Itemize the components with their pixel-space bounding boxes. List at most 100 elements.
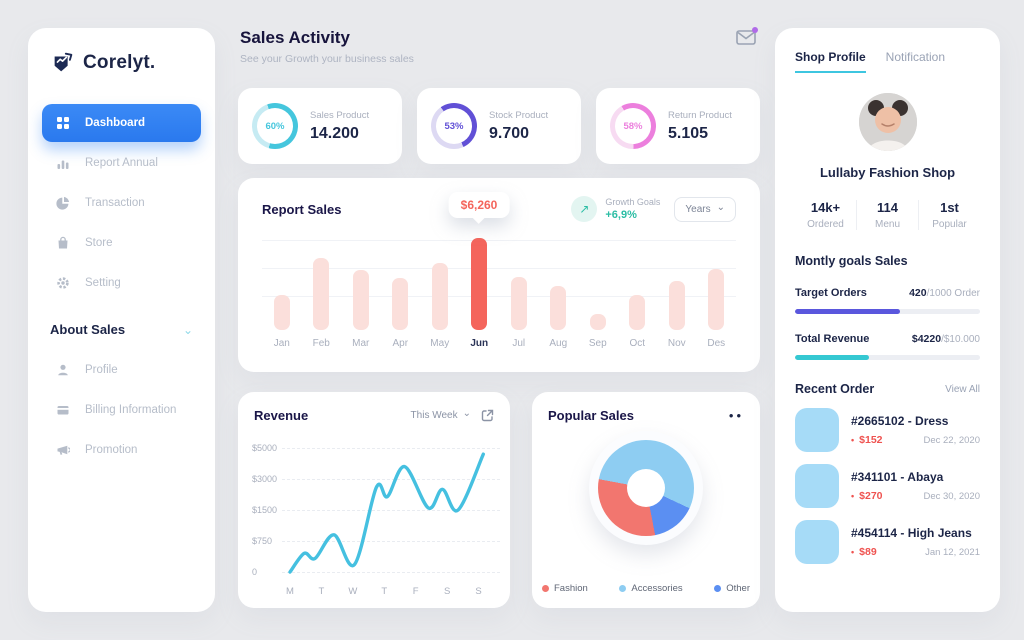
- bar-x-label: Des: [707, 338, 726, 349]
- progress-ring: 60%: [252, 103, 298, 149]
- order-row[interactable]: #454114 - High Jeans • $89 Jan 12, 2021: [795, 520, 980, 564]
- order-row[interactable]: #2665102 - Dress • $152 Dec 22, 2020: [795, 408, 980, 452]
- stat-label: Return Product: [668, 109, 732, 121]
- bar-x-label: Apr: [392, 338, 409, 349]
- sidebar-item-profile[interactable]: Profile: [42, 351, 201, 389]
- sidebar-item-label: Dashboard: [85, 117, 146, 129]
- x-axis-label: M: [286, 586, 294, 597]
- view-all-link[interactable]: View All: [945, 383, 980, 395]
- bar-slot-sep: [578, 234, 618, 330]
- bar[interactable]: [550, 286, 567, 330]
- goal-target: /1000 Order: [926, 288, 980, 299]
- sidebar-item-transaction[interactable]: Transaction: [42, 184, 201, 222]
- progress-ring: 58%: [610, 103, 656, 149]
- donut-hole: [627, 469, 665, 507]
- shop-stat-value: 14k+: [810, 200, 841, 215]
- report-sales-header: Report Sales ↗ Growth Goals +6,9% Years …: [262, 196, 736, 222]
- bar[interactable]: [352, 270, 369, 330]
- sidebar-item-store[interactable]: Store: [42, 224, 201, 262]
- bar[interactable]: [431, 263, 448, 330]
- tab-notification[interactable]: Notification: [885, 50, 946, 64]
- gridline: [282, 510, 500, 511]
- stat-label: Stock Product: [489, 109, 549, 121]
- order-thumbnail: [795, 520, 839, 564]
- bar[interactable]: [668, 281, 685, 330]
- progress-ring: 53%: [431, 103, 477, 149]
- order-date: Jan 12, 2021: [925, 546, 980, 558]
- order-date: Dec 22, 2020: [923, 434, 980, 446]
- tab-shop-profile[interactable]: Shop Profile: [795, 50, 866, 73]
- notification-dot: [752, 27, 758, 33]
- x-axis-label: T: [381, 586, 388, 597]
- y-axis-label: $3000: [252, 474, 278, 484]
- order-subrow: • $89 Jan 12, 2021: [851, 546, 980, 558]
- bar-highlighted[interactable]: [471, 238, 488, 330]
- sidebar-item-label: Promotion: [85, 444, 138, 456]
- report-sales-title: Report Sales: [262, 202, 342, 217]
- sidebar-item-report-annual[interactable]: Report Annual: [42, 144, 201, 182]
- legend-item-accessories: Accessories: [619, 583, 683, 594]
- external-link-icon[interactable]: [481, 409, 494, 422]
- revenue-card: Revenue This Week ⌄ $5000 $3000 $1500 $750 0…: [238, 392, 510, 608]
- bar-chart-icon: [56, 156, 71, 171]
- sidebar-item-setting[interactable]: Setting: [42, 264, 201, 302]
- logo: Corelyt.: [42, 50, 201, 76]
- mail-icon[interactable]: [736, 27, 758, 50]
- sidebar-item-label: Store: [85, 237, 113, 249]
- shopping-bag-icon: [56, 236, 71, 251]
- stat-cards-row: 60% Sales Product 14.200 53% Stock Product 9.…: [238, 88, 760, 164]
- gridline: [262, 240, 736, 241]
- order-price-value: $270: [859, 490, 883, 502]
- popular-sales-header: Popular Sales ••: [548, 408, 744, 423]
- bullet-icon: •: [851, 491, 855, 501]
- legend-item-fashion: Fashion: [542, 583, 588, 594]
- bar[interactable]: [589, 314, 606, 330]
- report-sales-card: Report Sales ↗ Growth Goals +6,9% Years …: [238, 178, 760, 372]
- chevron-down-icon: ⌄: [182, 322, 193, 337]
- bar[interactable]: [313, 258, 330, 330]
- sidebar: Corelyt. Dashboard Report Annual Transacti…: [28, 28, 215, 612]
- bar-chart: [262, 234, 736, 330]
- growth-goals-label: Growth Goals: [605, 197, 661, 207]
- sidebar-section-label: About Sales: [50, 322, 126, 337]
- week-dropdown[interactable]: This Week ⌄: [411, 408, 471, 421]
- credit-card-icon: [56, 403, 71, 418]
- bar-slot-jun: [460, 234, 500, 330]
- progress-ring-percent: 58%: [623, 120, 643, 132]
- order-thumbnail: [795, 464, 839, 508]
- gridline: [282, 572, 500, 573]
- bar-tooltip: $6,260: [448, 192, 510, 218]
- stat-label: Sales Product: [310, 109, 370, 121]
- bar-slot-des: [697, 234, 737, 330]
- years-dropdown[interactable]: Years ⌄: [674, 196, 736, 222]
- sidebar-item-dashboard[interactable]: Dashboard: [42, 104, 201, 142]
- bullet-icon: •: [851, 435, 855, 445]
- bar-x-label: Nov: [667, 338, 686, 349]
- logo-text: Corelyt.: [83, 52, 156, 73]
- order-price-value: $152: [859, 434, 883, 446]
- bar[interactable]: [708, 269, 725, 330]
- sidebar-section-about-sales[interactable]: About Sales ⌄: [50, 322, 193, 337]
- order-price-value: $89: [859, 546, 877, 558]
- sidebar-item-billing-information[interactable]: Billing Information: [42, 391, 201, 429]
- bar-x-label: Aug: [549, 338, 568, 349]
- revenue-title: Revenue: [254, 408, 309, 423]
- bar[interactable]: [629, 295, 646, 330]
- years-dropdown-label: Years: [685, 203, 711, 215]
- bar-x-label: Feb: [312, 338, 330, 349]
- sidebar-item-promotion[interactable]: Promotion: [42, 431, 201, 469]
- goal-value: 420/1000 Order: [909, 283, 980, 301]
- more-options-icon[interactable]: ••: [728, 408, 744, 423]
- report-sales-controls: ↗ Growth Goals +6,9% Years ⌄: [571, 196, 736, 222]
- bar[interactable]: [273, 295, 290, 330]
- order-row[interactable]: #341101 - Abaya • $270 Dec 30, 2020: [795, 464, 980, 508]
- order-price: • $152: [851, 434, 883, 446]
- goal-value: $4220/$10.000: [912, 329, 980, 347]
- order-title: #454114 - High Jeans: [851, 526, 972, 540]
- megaphone-icon: [56, 443, 71, 458]
- bar-x-label: May: [430, 338, 450, 349]
- bar[interactable]: [510, 277, 527, 330]
- stat-info: Return Product 5.105: [668, 110, 732, 143]
- sidebar-menu: Dashboard Report Annual Transaction Store Se…: [42, 104, 201, 302]
- bar[interactable]: [392, 278, 409, 330]
